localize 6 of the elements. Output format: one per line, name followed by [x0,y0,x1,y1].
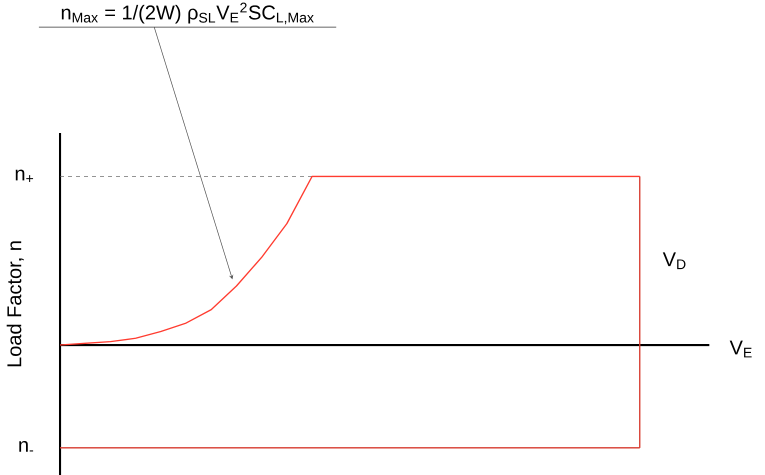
y-axis-title: Load Factor, n [6,241,24,366]
text: V$_{D}$ [662,252,686,270]
ref-line-label: n$_{-}$ [19,441,34,452]
ref-line-label: n$_{+}$ [16,170,34,182]
x-axis-title: V$_{E}$ [730,340,752,358]
text: n$_{Max}$ = 1/(2W) ρ$_{SL}$V$_{E}$$^{2}$SC$_{L,Max}$ [62,2,314,24]
